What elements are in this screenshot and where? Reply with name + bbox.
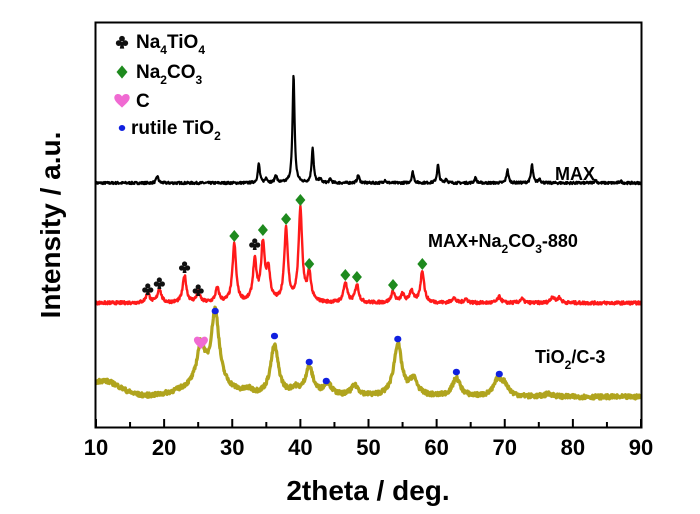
diamond-marker-icon — [257, 224, 268, 236]
dot-marker-icon — [118, 125, 126, 131]
diamond-marker-icon — [388, 279, 399, 291]
x-tick-label: 40 — [288, 435, 312, 460]
legend-item-dot: rutile TiO2​ — [118, 118, 221, 143]
heart-marker-icon — [114, 93, 130, 108]
dot-marker-icon — [495, 370, 503, 378]
x-tick-label: 80 — [561, 435, 585, 460]
x-tick-label: 70 — [493, 435, 517, 460]
club-marker-icon — [192, 284, 204, 296]
x-axis-ticks: 10 20 30 40 50 60 70 80 90 — [84, 419, 653, 460]
diamond-marker-icon — [340, 269, 351, 281]
y-axis-title: Intensity / a.u. — [35, 132, 66, 319]
legend-label: C — [136, 91, 150, 112]
series-labels: MAX MAX+Na2​CO3​-880 TiO2​/C-3 — [428, 164, 605, 372]
heart-marker-icon — [193, 336, 208, 349]
x-tick-label: 30 — [220, 435, 244, 460]
club-marker-icon — [115, 35, 129, 49]
legend-label: Na4​TiO4​ — [136, 32, 205, 57]
x-tick-label: 50 — [356, 435, 380, 460]
diamond-marker-icon — [281, 213, 292, 225]
diamond-marker-icon — [295, 194, 306, 206]
club-marker-icon — [142, 283, 154, 295]
club-marker-icon — [153, 277, 165, 289]
legend-item-heart: C — [114, 91, 150, 112]
diamond-marker-icon — [229, 230, 240, 242]
diamond-marker-icon — [116, 65, 128, 79]
x-tick-label: 20 — [152, 435, 176, 460]
series-curve-2 — [94, 305, 643, 401]
series-curve-0 — [94, 74, 642, 186]
diamond-marker-icon — [417, 258, 428, 270]
x-tick-label: 90 — [629, 435, 653, 460]
series-layer — [94, 74, 643, 401]
dot-marker-icon — [322, 377, 330, 385]
x-tick-label: 10 — [84, 435, 108, 460]
dot-marker-icon — [211, 307, 219, 315]
series-label-1: MAX+Na2​CO3​-880 — [428, 231, 578, 256]
dot-marker-icon — [452, 368, 460, 376]
plot-frame — [94, 21, 643, 429]
dot-marker-icon — [305, 358, 313, 366]
legend-item-diamond: Na2​CO3​ — [116, 62, 202, 87]
diamond-marker-icon — [351, 271, 362, 283]
series-label-0: MAX — [555, 164, 595, 184]
club-marker-icon — [249, 238, 261, 250]
dot-marker-icon — [394, 335, 402, 343]
club-marker-icon — [178, 261, 191, 273]
legend-item-club: Na4​TiO4​ — [115, 32, 205, 57]
dot-marker-icon — [270, 332, 279, 340]
legend-label: Na2​CO3​ — [136, 62, 202, 87]
series-curve-1 — [94, 204, 643, 306]
diamond-marker-icon — [304, 258, 315, 270]
legend-label: rutile TiO2​ — [131, 118, 221, 143]
series-label-2: TiO2​/C-3 — [535, 347, 605, 372]
x-tick-label: 60 — [424, 435, 448, 460]
marker-layer — [142, 194, 503, 385]
x-axis-title: 2theta / deg. — [286, 475, 449, 506]
